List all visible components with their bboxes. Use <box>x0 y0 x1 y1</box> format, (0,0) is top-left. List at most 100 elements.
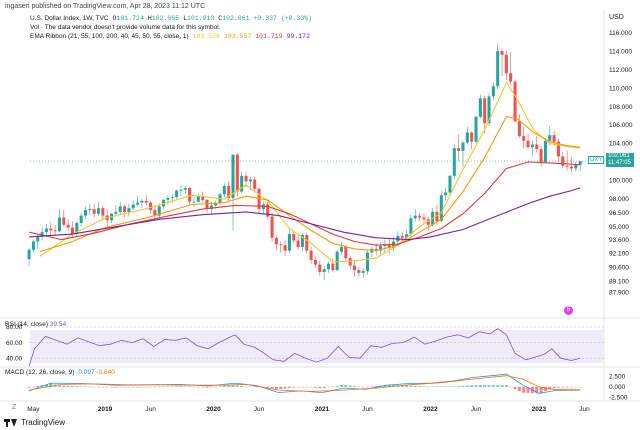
macd-hist-bar <box>543 386 547 392</box>
macd-hist-bar <box>439 386 443 387</box>
macd-hist-bar <box>448 386 452 387</box>
macd-hist-bar <box>352 386 357 387</box>
y-tick-label: 114.000 <box>609 48 632 55</box>
candle-body <box>70 227 74 235</box>
macd-hist-bar <box>49 383 53 387</box>
ema-line-1 <box>39 81 581 263</box>
macd-hist-bar <box>162 386 166 388</box>
candle-body <box>305 235 309 251</box>
macd-hist-bar <box>231 385 235 387</box>
candle-body <box>96 208 101 214</box>
macd-legend: MACD (12, 26, close, 9) -0.097 -0.840 <box>5 369 115 376</box>
candle-body <box>569 166 573 169</box>
macd-hist-bar <box>313 386 317 388</box>
macd-hist-bar <box>509 386 513 388</box>
y-tick-label: 89.100 <box>609 278 629 285</box>
macd-hist-bar <box>405 385 409 387</box>
candle-body <box>101 208 105 216</box>
macd-hist-bar <box>44 384 48 387</box>
macd-hist-bar <box>431 386 435 387</box>
candle-body <box>157 206 161 216</box>
candle-body <box>153 210 157 216</box>
footer-brand[interactable]: TradingView <box>4 418 65 427</box>
candle-body <box>149 202 153 211</box>
brand-name: TradingView <box>21 418 66 427</box>
macd-hist-bar <box>235 385 239 387</box>
candle-body <box>248 179 252 182</box>
candle-body <box>88 209 92 211</box>
rsi-level-label: 60.00 <box>6 340 23 347</box>
candle-body <box>374 248 378 251</box>
x-tick-label: May <box>27 406 40 413</box>
candle-body <box>357 270 361 273</box>
volume-note: Vol · The data vendor doesn't provide vo… <box>30 24 221 31</box>
candle-body <box>465 132 469 143</box>
candle-body <box>322 269 326 272</box>
candle-body <box>387 245 391 248</box>
x-tick-label: Jun <box>362 406 373 413</box>
candle-body <box>500 51 504 55</box>
candle-body <box>136 202 140 205</box>
macd-hist-bar <box>565 386 569 388</box>
y-tick-label: 106.000 <box>609 122 633 129</box>
candle-body <box>326 263 330 270</box>
x-tick-label: Jun <box>471 406 482 413</box>
macd-hist-bar <box>409 385 413 387</box>
candle-body <box>188 187 192 202</box>
macd-hist-bar <box>309 386 313 388</box>
candle-body <box>517 121 521 137</box>
macd-hist-bar <box>31 386 35 388</box>
macd-hist-bar <box>57 385 61 387</box>
y-tick-label: 95.000 <box>609 224 629 231</box>
macd-hist-bar <box>370 386 374 388</box>
candle-body <box>565 165 569 167</box>
candle-body <box>274 237 278 245</box>
change-value: +0.337 (+0.33%) <box>253 15 313 22</box>
macd-hist-bar <box>192 386 196 388</box>
rsi-value: 39.54 <box>49 321 67 328</box>
candle-body <box>578 161 582 165</box>
zoom-icon[interactable]: Z <box>12 404 17 411</box>
ema-value-3: 101.719 <box>255 33 283 40</box>
candle-body <box>300 235 304 248</box>
macd-hist-bar <box>426 386 430 387</box>
candle-body <box>92 209 96 214</box>
macd-hist-bar <box>62 385 66 387</box>
macd-hist-bar <box>522 386 526 393</box>
macd-hist-bar <box>240 386 244 387</box>
candle-body <box>535 144 539 150</box>
candle-body <box>179 189 183 191</box>
y-tick-label: 100.000 <box>609 178 633 185</box>
candle-body <box>504 54 508 74</box>
macd-hist-bar <box>418 386 422 387</box>
candle-body <box>123 206 127 212</box>
y-tick-label: 112.000 <box>609 67 632 74</box>
candle-body <box>66 224 70 228</box>
candle-body <box>383 245 387 247</box>
candle-body <box>496 51 500 87</box>
high-value: 102.065 <box>151 15 180 22</box>
high-label: H <box>147 15 152 22</box>
rsi-level-label: 40.00 <box>6 355 23 362</box>
ema-value-1: 103.528 <box>192 33 220 40</box>
candle-body <box>140 200 144 203</box>
candle-body <box>31 241 35 250</box>
macd-hist-bar <box>270 386 274 389</box>
y-tick-label: 98.000 <box>609 196 629 203</box>
candle-body <box>522 136 526 141</box>
event-marker-icon[interactable]: 5 <box>564 306 573 315</box>
macd-hist-bar <box>461 385 465 387</box>
x-tick-label: 2019 <box>98 406 113 413</box>
macd-hist-bar <box>374 386 378 387</box>
macd-hist-bar <box>366 386 370 388</box>
x-tick-label: Jun <box>254 406 265 413</box>
macd-hist-bar <box>170 386 174 387</box>
macd-hist-bar <box>175 386 179 387</box>
candle-body <box>196 196 200 202</box>
macd-hist-bar <box>513 386 517 390</box>
macd-hist-bar <box>335 385 339 387</box>
candle-body <box>400 235 404 238</box>
macd-hist-bar <box>92 386 96 388</box>
macd-hist-bar <box>496 385 500 387</box>
